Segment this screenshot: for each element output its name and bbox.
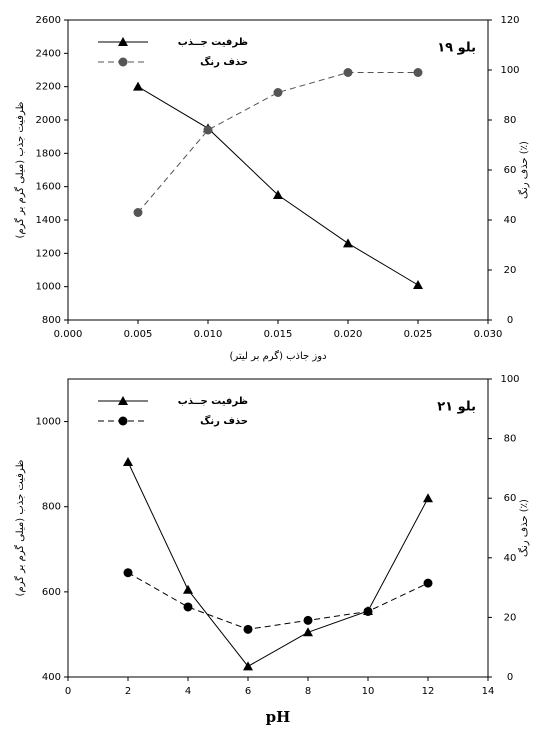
marker-circle <box>133 208 143 217</box>
x-tick-label: 0.025 <box>404 329 433 340</box>
x-axis-label: pH <box>266 708 291 726</box>
x-tick-label: 8 <box>305 686 311 697</box>
y2-tick-label: 20 <box>504 612 517 623</box>
marker-circle <box>118 57 128 67</box>
x-tick-label: 0.000 <box>54 329 83 340</box>
marker-triangle <box>118 396 128 405</box>
y2-tick-label: 20 <box>504 265 517 276</box>
y2-axis-label: حذف رنگ (٪) <box>518 499 530 557</box>
series-line <box>127 572 429 630</box>
marker-triangle <box>423 493 433 503</box>
x-tick-label: 14 <box>482 686 495 697</box>
plot-frame <box>67 378 489 678</box>
y-tick-label: 1000 <box>36 282 61 293</box>
marker-circle <box>118 416 128 426</box>
series-line <box>137 86 419 286</box>
y2-tick-label: 80 <box>504 434 517 445</box>
x-tick-label: 12 <box>422 686 435 697</box>
x-tick-label: 0.010 <box>194 329 223 340</box>
y2-tick-label: 60 <box>504 493 517 504</box>
y2-tick-label: 40 <box>504 215 517 226</box>
y-tick-label: 600 <box>42 587 61 598</box>
y2-tick-label: 0 <box>507 672 513 683</box>
marker-triangle <box>118 37 128 46</box>
marker-triangle <box>343 238 353 248</box>
y2-tick-label: 80 <box>504 115 517 126</box>
marker-circle <box>203 125 213 135</box>
marker-triangle <box>243 661 253 671</box>
marker-triangle <box>183 584 193 594</box>
plot-frame <box>67 19 489 321</box>
y-tick-label: 2000 <box>36 115 61 126</box>
legend-label: حذف رنگ <box>200 56 248 68</box>
x-axis-label: دوز جاذب (گرم بر لیتر) <box>229 350 326 362</box>
chart-title: بلو ۱۹ <box>437 41 476 56</box>
y-tick-label: 1000 <box>36 417 61 428</box>
marker-triangle <box>413 280 423 289</box>
y-tick-label: 1800 <box>36 148 61 159</box>
series-line <box>137 72 418 213</box>
x-tick-label: 0 <box>65 686 71 697</box>
marker-triangle <box>303 627 313 637</box>
legend-label: ظرفیت جــذب <box>178 396 248 407</box>
y2-tick-label: 60 <box>504 165 517 176</box>
chart-title: بلو ۲۱ <box>437 400 476 415</box>
marker-circle <box>183 602 193 612</box>
y-tick-label: 1400 <box>36 215 61 226</box>
marker-triangle <box>273 190 283 199</box>
y-tick-label: 400 <box>42 672 61 683</box>
y-tick-label: 1200 <box>36 248 61 259</box>
y2-tick-label: 100 <box>500 374 519 385</box>
y2-axis-label: حذف رنگ (٪) <box>518 141 530 199</box>
x-tick-label: 0.005 <box>124 329 153 340</box>
y2-tick-label: 0 <box>507 315 513 326</box>
y-tick-label: 2200 <box>36 82 61 93</box>
marker-circle <box>243 624 253 634</box>
x-tick-label: 4 <box>185 686 191 697</box>
y-tick-label: 800 <box>42 315 61 326</box>
marker-circle <box>343 68 353 77</box>
y-tick-label: 2400 <box>36 48 61 59</box>
y-tick-label: 2600 <box>36 15 61 26</box>
x-tick-label: 0.015 <box>264 329 293 340</box>
marker-triangle <box>133 81 143 91</box>
x-tick-label: 2 <box>125 686 131 697</box>
legend-label: حذف رنگ <box>200 415 248 427</box>
marker-circle <box>273 88 283 97</box>
marker-circle <box>363 606 373 616</box>
y-axis-label: ظرفیت جذب (میلی گرم بر گرم) <box>14 460 26 597</box>
marker-circle <box>303 615 313 625</box>
legend-label: ظرفیت جــذب <box>178 37 248 48</box>
x-tick-label: 10 <box>362 686 375 697</box>
y2-tick-label: 120 <box>500 15 519 26</box>
marker-circle <box>423 578 433 588</box>
marker-circle <box>413 68 423 77</box>
y-tick-label: 800 <box>42 502 61 513</box>
x-tick-label: 6 <box>245 686 251 697</box>
y2-tick-label: 100 <box>500 65 519 76</box>
y-tick-label: 1600 <box>36 182 61 193</box>
marker-triangle <box>123 457 133 467</box>
x-tick-label: 0.020 <box>334 329 363 340</box>
series-line <box>127 461 429 668</box>
y-axis-label: ظرفیت جذب (میلی گرم بر گرم) <box>14 102 26 239</box>
y2-tick-label: 40 <box>504 553 517 564</box>
marker-circle <box>123 568 133 578</box>
x-tick-label: 0.030 <box>474 329 503 340</box>
